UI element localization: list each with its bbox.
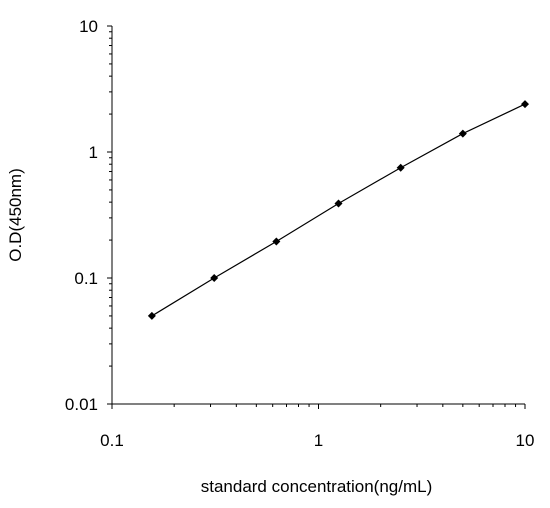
- y-tick-label: 0.1: [74, 269, 98, 288]
- data-point: [210, 274, 219, 282]
- data-point: [396, 163, 405, 172]
- y-tick-label: 1: [89, 143, 98, 162]
- data-point: [147, 311, 156, 320]
- x-tick-label: 10: [516, 431, 535, 450]
- y-axis-title: O.D(450nm): [6, 168, 25, 262]
- y-tick-label: 0.01: [65, 395, 98, 414]
- y-tick-label: 10: [79, 17, 98, 36]
- series: [147, 100, 529, 320]
- series-line: [151, 103, 526, 317]
- data-point: [521, 100, 529, 109]
- data-point: [458, 129, 467, 138]
- x-axis-title: standard concentration(ng/mL): [201, 477, 433, 496]
- data-point: [334, 199, 343, 208]
- x-tick-label: 1: [314, 431, 323, 450]
- axes: [111, 26, 525, 405]
- x-tick-label: 0.1: [100, 431, 124, 450]
- ticks: [107, 25, 526, 409]
- data-point: [272, 237, 281, 246]
